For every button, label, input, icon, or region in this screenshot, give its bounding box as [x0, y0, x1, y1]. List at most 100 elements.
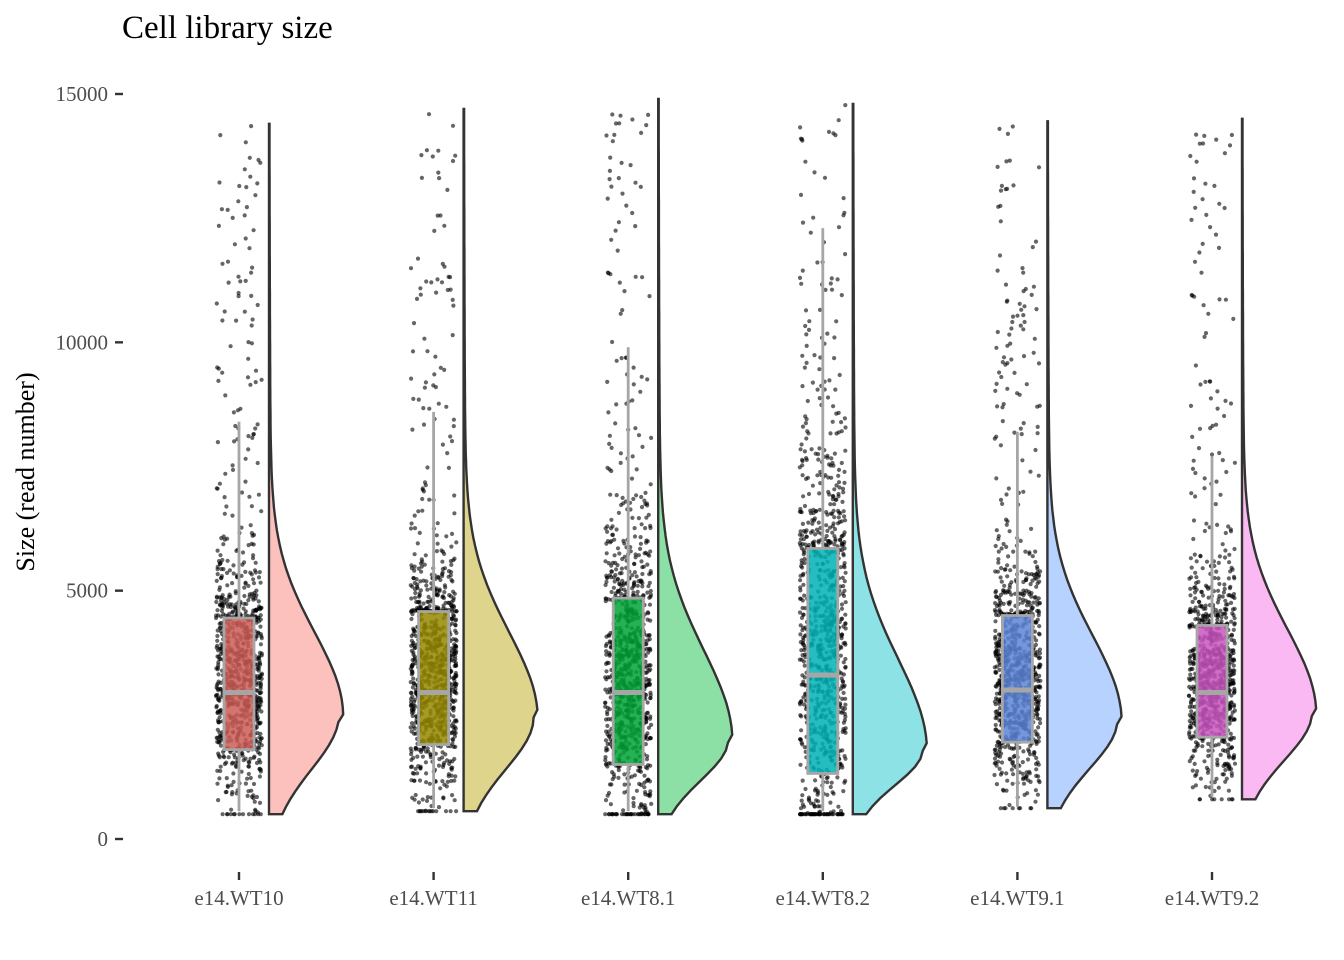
data-point	[1035, 599, 1040, 604]
data-point	[633, 180, 638, 185]
data-point	[437, 588, 442, 593]
data-point	[1189, 491, 1194, 496]
data-point	[1015, 313, 1020, 318]
data-point	[808, 230, 813, 235]
data-point	[1011, 763, 1016, 768]
data-point	[224, 601, 229, 606]
data-point	[409, 690, 414, 696]
data-point	[254, 588, 259, 593]
data-point	[607, 168, 613, 173]
data-point	[615, 546, 621, 551]
data-point	[1004, 159, 1009, 164]
data-point	[215, 696, 220, 702]
data-point	[231, 410, 236, 415]
data-point	[994, 476, 999, 481]
data-point	[816, 540, 821, 545]
data-point	[410, 795, 415, 800]
data-point	[843, 696, 848, 701]
data-point	[1034, 767, 1039, 772]
data-point	[803, 414, 808, 419]
data-point	[1008, 341, 1013, 346]
data-point	[253, 807, 258, 813]
data-point	[610, 532, 616, 538]
data-point	[222, 761, 227, 767]
data-point	[607, 639, 612, 644]
data-point	[243, 140, 248, 145]
data-point	[215, 486, 220, 491]
data-point	[835, 775, 840, 780]
data-point	[242, 593, 247, 599]
data-point	[646, 650, 651, 655]
data-point	[1011, 183, 1016, 188]
data-point	[1021, 593, 1026, 598]
data-point	[1222, 582, 1227, 587]
data-point	[216, 223, 221, 228]
data-point	[254, 700, 259, 705]
data-point	[612, 579, 617, 584]
data-point	[226, 280, 231, 285]
data-point	[645, 763, 651, 768]
data-point	[239, 490, 245, 495]
data-point	[418, 579, 423, 584]
data-point	[836, 494, 841, 499]
data-point	[806, 431, 811, 436]
data-point	[234, 548, 239, 554]
data-point	[996, 204, 1001, 209]
data-point	[1004, 788, 1009, 793]
data-point	[434, 533, 439, 538]
data-point	[648, 571, 654, 576]
data-point	[1003, 744, 1008, 750]
data-point	[1222, 555, 1228, 560]
data-point	[1012, 430, 1017, 435]
data-point	[223, 471, 228, 476]
data-point	[638, 535, 643, 540]
data-point	[218, 598, 224, 603]
data-point	[214, 685, 219, 690]
data-point	[454, 718, 459, 723]
data-point	[797, 657, 803, 662]
data-point	[1030, 605, 1035, 610]
data-point	[646, 725, 652, 730]
data-point	[647, 580, 652, 586]
data-point	[435, 541, 440, 546]
data-point	[1004, 522, 1009, 527]
data-point	[421, 578, 426, 583]
data-point	[644, 123, 649, 128]
data-point	[420, 486, 425, 491]
data-point	[1215, 617, 1220, 622]
data-point	[409, 376, 414, 381]
data-point	[255, 460, 260, 466]
data-point	[438, 577, 443, 583]
data-point	[604, 745, 609, 751]
data-point	[1012, 753, 1017, 759]
data-point	[995, 164, 1000, 169]
data-point	[409, 563, 414, 568]
data-point	[1226, 750, 1231, 755]
data-point	[1025, 757, 1031, 762]
data-point	[246, 789, 251, 794]
data-point	[837, 485, 842, 490]
data-point	[800, 605, 805, 611]
data-point	[450, 123, 456, 128]
data-point	[842, 579, 847, 584]
data-point	[215, 608, 220, 613]
data-point	[812, 170, 817, 175]
data-point	[604, 641, 609, 647]
data-point	[605, 712, 610, 717]
data-point	[1229, 600, 1234, 606]
data-point	[434, 549, 439, 554]
data-point	[608, 492, 613, 497]
data-point	[1012, 370, 1017, 375]
data-point	[843, 612, 848, 617]
data-point	[1036, 725, 1041, 730]
data-point	[418, 292, 423, 297]
data-point	[622, 554, 627, 559]
data-point	[451, 708, 456, 713]
data-point	[828, 431, 833, 436]
data-point	[258, 624, 263, 629]
data-point	[424, 749, 429, 754]
violin	[851, 102, 928, 816]
data-point	[620, 495, 625, 500]
data-point	[843, 621, 848, 626]
data-point	[444, 784, 449, 789]
